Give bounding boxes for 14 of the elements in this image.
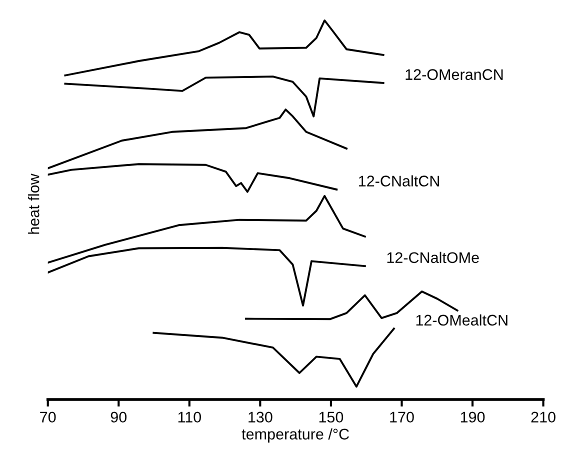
x-tick-label: 190 xyxy=(460,412,485,423)
x-tick-label: 70 xyxy=(40,412,56,423)
x-tick-label: 90 xyxy=(110,412,127,423)
x-tick-label: 130 xyxy=(248,412,272,423)
x-tick-label: 150 xyxy=(319,412,344,423)
series-label: 12-CNaltOMe xyxy=(387,252,479,264)
series-label: 12-OMealtCN xyxy=(416,314,508,326)
x-tick-label: 170 xyxy=(390,412,414,423)
x-tick-label: 110 xyxy=(178,412,201,423)
series-label: 12-CNaltCN xyxy=(359,175,439,186)
x-axis-title: temperature /°C xyxy=(242,428,349,443)
series-label: 12-OMeranCN xyxy=(406,69,503,80)
y-axis-title: heat flow xyxy=(28,174,40,234)
x-tick-label: 210 xyxy=(531,412,556,423)
